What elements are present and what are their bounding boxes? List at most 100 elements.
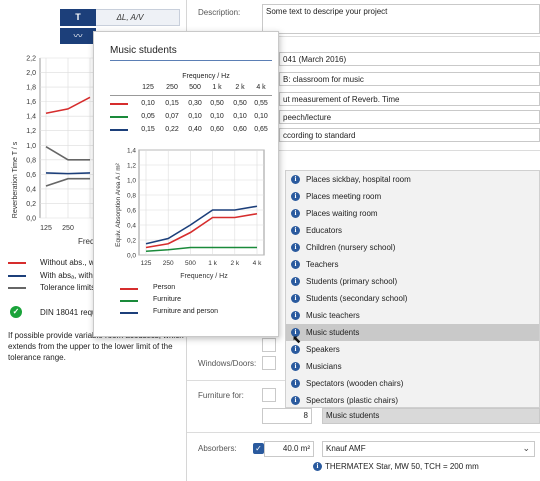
dropdown-item[interactable]: i Speakers	[286, 341, 539, 358]
dropdown-item[interactable]: i Places waiting room	[286, 205, 539, 222]
dropdown-item[interactable]: i Educators	[286, 222, 539, 239]
info-icon[interactable]: i	[291, 396, 300, 405]
popup-table-cell: 0,50	[210, 100, 224, 107]
popup-table-cell: 0,10	[254, 113, 268, 120]
info-icon[interactable]: i	[291, 260, 300, 269]
mouse-cursor-icon: ⬉	[292, 334, 302, 346]
standard-select[interactable]: 041 (March 2016)	[279, 52, 540, 66]
dropdown-item-label: Places waiting room	[306, 209, 378, 218]
popup-table-cell: 0,07	[165, 113, 179, 120]
popup-freq-label: 125	[142, 84, 154, 91]
popup-table-cell: 0,22	[165, 126, 179, 133]
absorbers-area-input[interactable]: 40.0 m²	[264, 441, 314, 457]
popup-table-cell: 0,60	[233, 126, 247, 133]
info-icon[interactable]: i	[291, 192, 300, 201]
popup-legend-swatch-person	[120, 288, 138, 290]
furniture-dropdown-list[interactable]: i Places sickbay, hospital room i Places me…	[285, 170, 540, 408]
dropdown-item[interactable]: i Music teachers	[286, 307, 539, 324]
description-field[interactable]: Some text to descripe your project	[262, 4, 540, 34]
chart-ytick-label: 1,4	[26, 114, 36, 121]
furniture-label: Furniture for:	[198, 391, 244, 400]
chart-ytick-label: 1,0	[26, 143, 36, 150]
room-type-select[interactable]: B: classroom for music	[279, 72, 540, 86]
absorption-chart-ylabel: Equiv. Absorption Area A / m²	[115, 162, 122, 247]
info-icon[interactable]: i	[291, 362, 300, 371]
chart-plot-area	[138, 149, 265, 256]
dropdown-item[interactable]: i Spectators (wooden chairs)	[286, 375, 539, 392]
measurement-select[interactable]: ut measurement of Reverb. Time	[279, 92, 540, 106]
popup-legend-furniture-person: Furniture and person	[153, 308, 218, 315]
tab-reverberation-time[interactable]: T	[60, 9, 96, 26]
series-line	[145, 246, 257, 253]
info-icon[interactable]: i	[291, 379, 300, 388]
dropdown-item[interactable]: i Students (primary school)	[286, 273, 539, 290]
absorber-product-select[interactable]: Knauf AMF ⌄	[322, 441, 535, 457]
dropdown-item-label: Children (nursery school)	[306, 243, 396, 252]
popup-table-cell: 0,65	[254, 126, 268, 133]
info-icon[interactable]: i	[291, 209, 300, 218]
info-icon[interactable]: i	[291, 345, 300, 354]
dropdown-item[interactable]: i Teachers	[286, 256, 539, 273]
info-icon[interactable]: i	[291, 328, 300, 337]
popup-freq-label: 250	[166, 84, 178, 91]
dropdown-item-label: Musicians	[306, 362, 342, 371]
furniture-checkbox[interactable]	[262, 388, 276, 402]
dropdown-item-label: Spectators (wooden chairs)	[306, 379, 404, 388]
chart-ytick-label: 0,0	[26, 216, 36, 223]
info-icon[interactable]: i	[291, 226, 300, 235]
info-icon[interactable]: i	[291, 294, 300, 303]
chart-ytick-label: 0,6	[26, 172, 36, 179]
dropdown-item[interactable]: i Musicians	[286, 358, 539, 375]
calculation-select[interactable]: ccording to standard	[279, 128, 540, 142]
chart-ytick-label: 0,6	[127, 208, 136, 215]
popup-table-cell: 0,55	[254, 100, 268, 107]
tooltip-popup: Music students Frequency / Hz 125 250 500 1…	[93, 31, 279, 337]
popup-freq-label: 500	[189, 84, 201, 91]
absorber-detail: THERMATEX Star, MW 50, TCH = 200 mm	[322, 460, 535, 474]
dropdown-item[interactable]: i Spectators (plastic chairs)	[286, 392, 539, 409]
popup-legend-swatch-furniture	[120, 300, 138, 302]
popup-table-cell: 0,10	[141, 100, 155, 107]
windows-checkbox[interactable]	[262, 356, 276, 370]
chart-ytick-label: 0,2	[26, 201, 36, 208]
furniture-type-select[interactable]: Music students	[322, 408, 540, 424]
chart-ytick-label: 1,2	[26, 128, 36, 135]
chart-ytick-label: 0,4	[26, 186, 36, 193]
popup-table-cell: 0,60	[210, 126, 224, 133]
usage-select[interactable]: peech/lecture	[279, 110, 540, 124]
series-line	[145, 205, 258, 245]
dropdown-item[interactable]: i Music students	[286, 324, 539, 341]
absorbers-checkbox[interactable]: ✓	[253, 443, 264, 454]
info-icon[interactable]: i	[291, 311, 300, 320]
dropdown-item-label: Students (primary school)	[306, 277, 398, 286]
dropdown-item-label: Music students	[306, 328, 360, 337]
info-icon[interactable]: i	[291, 243, 300, 252]
row-checkbox[interactable]	[262, 338, 276, 352]
dropdown-item[interactable]: i Places sickbay, hospital room	[286, 171, 539, 188]
chart-xtick-label: 250	[62, 225, 74, 232]
tab-delta-l[interactable]: ΔL, A/V	[116, 13, 144, 22]
divider	[187, 432, 540, 433]
dropdown-item[interactable]: i Places meeting room	[286, 188, 539, 205]
series-line	[145, 212, 258, 249]
furniture-quantity-input[interactable]: 8	[262, 408, 312, 424]
chart-ytick-label: 1,2	[127, 163, 136, 170]
popup-legend-person: Person	[153, 284, 176, 291]
chart-view-button[interactable]: 〰	[60, 28, 96, 44]
dropdown-item[interactable]: i Children (nursery school)	[286, 239, 539, 256]
divider	[187, 150, 540, 151]
dropdown-item[interactable]: i Students (secondary school)	[286, 290, 539, 307]
legend-tolerance-label: Tolerance limits	[40, 283, 96, 292]
popup-table-cell: 0,30	[188, 100, 202, 107]
info-icon[interactable]: i	[291, 175, 300, 184]
info-icon[interactable]: i	[313, 462, 322, 471]
chart-ytick-label: 1,0	[127, 178, 136, 185]
chart-ytick-label: 1,4	[127, 148, 136, 155]
info-icon[interactable]: i	[291, 277, 300, 286]
popup-table-cell: 0,05	[141, 113, 155, 120]
chart-xtick-label: 1 k	[208, 260, 217, 267]
chart-ytick-label: 0,8	[26, 157, 36, 164]
popup-freq-label: 1 k	[212, 84, 222, 91]
divider	[187, 36, 540, 37]
dropdown-item-label: Spectators (plastic chairs)	[306, 396, 399, 405]
